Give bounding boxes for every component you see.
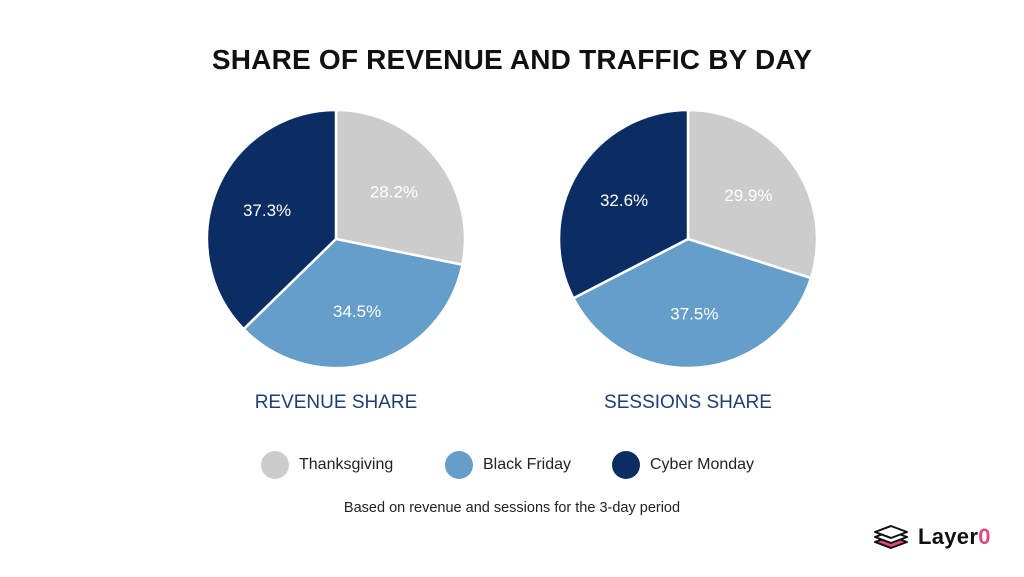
brand-logo: Layer0 xyxy=(872,522,991,552)
legend-swatch-black-friday xyxy=(445,451,473,479)
legend-label-thanksgiving: Thanksgiving xyxy=(299,456,394,473)
revenue-share-pie: 28.2% 34.5% 37.3% xyxy=(205,108,467,370)
sessions-share-caption: SESSIONS SHARE xyxy=(604,392,772,413)
pie-slice-cyber-monday xyxy=(205,108,338,331)
legend-swatch-thanksgiving xyxy=(261,451,289,479)
pie-slice-thanksgiving xyxy=(686,108,819,280)
pie-slice-cyber-monday xyxy=(557,108,690,300)
data-label-black-friday: 37.5% xyxy=(670,305,718,324)
data-label-thanksgiving: 29.9% xyxy=(724,186,772,205)
legend-label-cyber-monday: Cyber Monday xyxy=(650,456,755,473)
data-label-thanksgiving: 28.2% xyxy=(370,183,418,202)
brand-name: Layer0 xyxy=(918,524,991,549)
data-label-black-friday: 34.5% xyxy=(333,302,381,321)
footnote: Based on revenue and sessions for the 3-… xyxy=(343,500,681,516)
layer-stack-icon xyxy=(874,525,908,549)
data-label-cyber-monday: 37.3% xyxy=(243,201,291,220)
pie-slice-thanksgiving xyxy=(334,108,467,267)
legend-swatch-cyber-monday xyxy=(612,451,640,479)
legend-item-black-friday: Black Friday xyxy=(445,450,571,480)
sessions-share-pie: 29.9% 37.5% 32.6% xyxy=(557,108,819,370)
legend-label-black-friday: Black Friday xyxy=(483,456,572,473)
pie-slice-black-friday xyxy=(572,237,813,370)
data-label-cyber-monday: 32.6% xyxy=(600,191,648,210)
revenue-share-caption: REVENUE SHARE xyxy=(254,392,418,413)
legend-item-cyber-monday: Cyber Monday xyxy=(612,450,754,480)
legend: Thanksgiving Black Friday Cyber Monday xyxy=(0,450,1024,480)
pie-slice-black-friday xyxy=(242,237,464,370)
legend-item-thanksgiving: Thanksgiving xyxy=(261,450,393,480)
chart-title: SHARE OF REVENUE AND TRAFFIC BY DAY xyxy=(211,44,813,75)
